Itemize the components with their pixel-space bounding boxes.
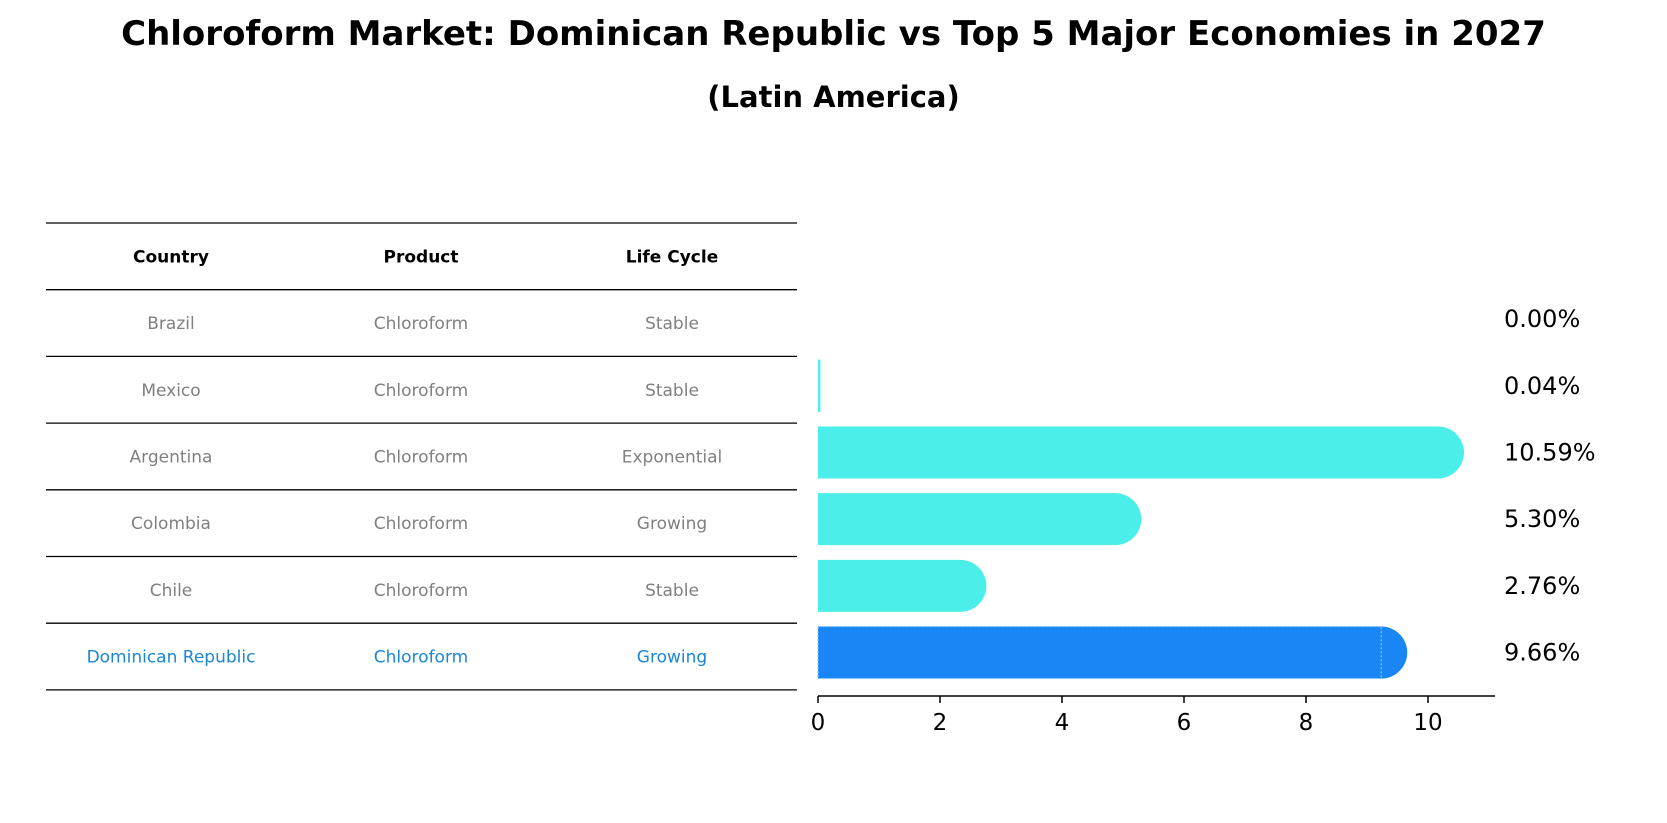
table-cell: Exponential bbox=[622, 447, 723, 467]
bar bbox=[818, 493, 1142, 546]
table-cell: Growing bbox=[637, 648, 707, 668]
x-axis: 0 2 4 6 8 10 bbox=[811, 695, 1496, 736]
table-cell: Dominican Republic bbox=[87, 648, 256, 668]
table-cell: Chloroform bbox=[374, 314, 468, 334]
table-cell: Chloroform bbox=[374, 381, 468, 401]
value-label: 0.00% bbox=[1504, 305, 1580, 333]
table-cell: Growing bbox=[637, 514, 707, 534]
x-tick-label: 8 bbox=[1299, 710, 1314, 736]
bar-highlight-outline bbox=[817, 625, 1382, 680]
table-header-cell: Life Cycle bbox=[626, 247, 719, 267]
table-cell: Chloroform bbox=[374, 648, 468, 668]
table-cell: Chile bbox=[150, 581, 193, 601]
value-labels: 0.00% 0.04% 10.59% 5.30% 2.76% 9.66% bbox=[1504, 305, 1596, 667]
table-cell: Stable bbox=[645, 381, 699, 401]
value-label: 10.59% bbox=[1504, 438, 1596, 466]
bar-highlight bbox=[818, 626, 1408, 679]
bar-series bbox=[817, 293, 1464, 680]
table-cell: Chloroform bbox=[374, 514, 468, 534]
x-tick-label: 0 bbox=[811, 710, 826, 736]
chart-title: Chloroform Market: Dominican Republic vs… bbox=[121, 14, 1546, 54]
value-label: 5.30% bbox=[1504, 505, 1580, 533]
table-cell: Argentina bbox=[130, 447, 213, 467]
table-cell: Chloroform bbox=[374, 447, 468, 467]
table-header-cell: Product bbox=[384, 247, 459, 267]
chart-subtitle: (Latin America) bbox=[707, 80, 960, 114]
x-tick-label: 2 bbox=[933, 710, 948, 736]
bar bbox=[818, 559, 987, 612]
table-header-cell: Country bbox=[133, 247, 209, 267]
x-tick-label: 6 bbox=[1177, 710, 1192, 736]
bar bbox=[818, 426, 1464, 479]
table-cell: Colombia bbox=[131, 514, 211, 534]
value-label: 0.04% bbox=[1504, 372, 1580, 400]
table-cell: Stable bbox=[645, 314, 699, 334]
x-tick-label: 4 bbox=[1055, 710, 1070, 736]
value-label: 9.66% bbox=[1504, 639, 1580, 667]
x-tick-label: 10 bbox=[1413, 710, 1442, 736]
table-cell: Brazil bbox=[147, 314, 194, 334]
table-cell: Chloroform bbox=[374, 581, 468, 601]
table-cell: Stable bbox=[645, 581, 699, 601]
value-label: 2.76% bbox=[1504, 572, 1580, 600]
table-cell: Mexico bbox=[141, 381, 200, 401]
data-table: Country Product Life Cycle Brazil Chloroform… bbox=[46, 222, 797, 691]
bar-thin bbox=[818, 359, 820, 412]
